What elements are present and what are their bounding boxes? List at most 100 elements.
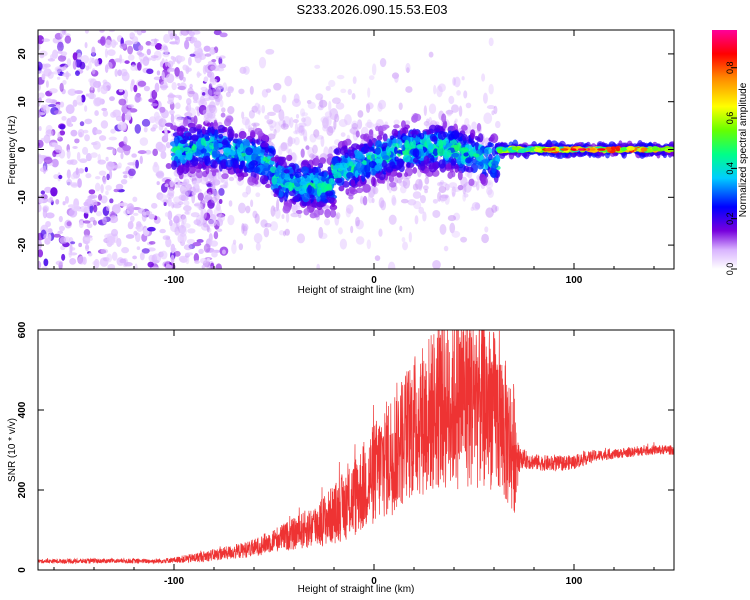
heatmap-cell: [185, 152, 193, 161]
heatmap-cell: [476, 181, 480, 191]
heatmap-cell: [266, 119, 274, 125]
heatmap-cell: [72, 145, 78, 149]
heatmap-cell: [203, 114, 212, 123]
heatmap-cell: [293, 130, 300, 135]
heatmap-cell: [43, 63, 51, 68]
heatmap-cell: [320, 116, 330, 124]
heatmap-cell: [77, 128, 85, 138]
heatmap-cell: [201, 126, 206, 135]
heatmap-cell: [418, 206, 425, 214]
heatmap-cell: [326, 196, 335, 204]
heatmap-cell: [134, 263, 138, 269]
heatmap-cell: [95, 210, 102, 217]
heatmap-cell: [470, 206, 475, 212]
heatmap-cell: [477, 133, 484, 143]
heatmap-cell: [209, 142, 214, 149]
heatmap-cell: [136, 246, 141, 251]
heatmap-cell: [137, 150, 147, 155]
heatmap-cell: [382, 155, 390, 161]
heatmap-cell: [206, 87, 213, 100]
heatmap-cell: [406, 161, 411, 168]
heatmap-cell: [198, 248, 204, 254]
heatmap-cell: [501, 147, 507, 151]
heatmap-cell: [189, 53, 196, 57]
heatmap-cell: [338, 119, 348, 128]
heatmap-cell: [185, 105, 189, 111]
heatmap-cell: [59, 130, 66, 136]
heatmap-cell: [102, 176, 107, 185]
heatmap-cell: [391, 194, 397, 205]
heatmap-cell: [337, 157, 342, 162]
heatmap-cell: [112, 208, 121, 213]
heatmap-cell: [453, 76, 461, 88]
spectrogram-y-axis-label: Frequency (Hz): [7, 116, 18, 185]
heatmap-cell: [165, 237, 172, 248]
heatmap-cell: [428, 116, 433, 128]
heatmap-cell: [331, 97, 341, 104]
heatmap-cell: [298, 124, 306, 136]
heatmap-cell: [180, 127, 189, 132]
heatmap-cell: [208, 101, 216, 113]
heatmap-cell: [255, 192, 261, 198]
heatmap-cell: [174, 213, 184, 223]
heatmap-cell: [108, 136, 118, 141]
heatmap-cell: [475, 141, 479, 152]
heatmap-cell: [367, 87, 371, 98]
heatmap-cell: [182, 64, 188, 71]
heatmap-cell: [245, 185, 252, 195]
heatmap-cell: [423, 155, 430, 165]
heatmap-cell: [193, 219, 202, 226]
heatmap-cell: [263, 227, 270, 238]
heatmap-cell: [204, 155, 211, 165]
heatmap-cell: [213, 91, 219, 95]
heatmap-cell: [44, 186, 52, 194]
heatmap-cell: [190, 212, 200, 218]
heatmap-cell: [260, 142, 269, 148]
heatmap-cell: [191, 145, 196, 151]
heatmap-cell: [555, 152, 561, 159]
heatmap-cell: [206, 122, 212, 127]
heatmap-cell: [76, 95, 83, 104]
heatmap-cell: [221, 173, 229, 180]
heatmap-cell: [251, 122, 260, 127]
heatmap-cell: [260, 219, 268, 228]
heatmap-cell: [462, 192, 467, 202]
heatmap-cell: [285, 212, 290, 223]
colorbar-tick-label: 0.8: [725, 61, 735, 74]
heatmap-cell: [236, 138, 243, 145]
heatmap-cell: [198, 99, 208, 108]
heatmap-cell: [450, 130, 460, 140]
heatmap-cell: [447, 215, 457, 222]
heatmap-cell: [217, 124, 226, 132]
heatmap-cell: [57, 230, 64, 235]
heatmap-cell: [220, 112, 226, 118]
heatmap-cell: [374, 164, 381, 172]
heatmap-cell: [248, 161, 256, 169]
heatmap-cell: [449, 222, 456, 234]
heatmap-cell: [128, 108, 138, 113]
heatmap-cell: [646, 148, 654, 153]
heatmap-cell: [97, 159, 107, 165]
heatmap-cell: [159, 61, 164, 68]
heatmap-cell: [130, 82, 134, 92]
heatmap-cell: [282, 116, 291, 128]
heatmap-cell: [118, 88, 124, 93]
heatmap-cell: [334, 213, 340, 226]
heatmap-cell: [91, 46, 96, 56]
heatmap-cell: [148, 241, 156, 245]
heatmap-cell: [133, 230, 138, 236]
heatmap-cell: [59, 236, 69, 244]
heatmap-cell: [451, 152, 460, 158]
heatmap-cell: [366, 119, 372, 129]
heatmap-cell: [102, 110, 109, 117]
heatmap-cell: [204, 53, 212, 57]
heatmap-cell: [432, 260, 441, 269]
heatmap-cell: [371, 154, 375, 160]
heatmap-cell: [252, 147, 261, 155]
heatmap-cell: [92, 220, 97, 226]
heatmap-cell: [412, 183, 419, 191]
heatmap-cell: [132, 196, 138, 203]
heatmap-cell: [272, 207, 279, 212]
heatmap-cell: [165, 163, 172, 170]
heatmap-cell: [332, 165, 339, 171]
